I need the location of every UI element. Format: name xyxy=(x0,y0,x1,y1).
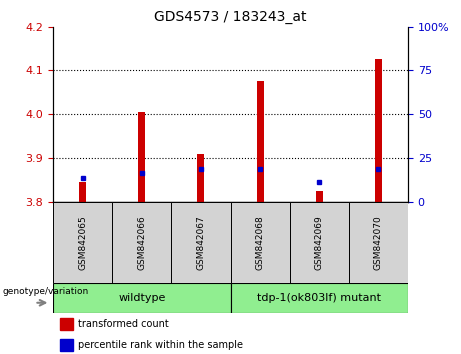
Bar xyxy=(60,338,72,351)
Text: genotype/variation: genotype/variation xyxy=(3,287,89,296)
Bar xyxy=(138,112,145,202)
Text: percentile rank within the sample: percentile rank within the sample xyxy=(78,339,243,350)
Bar xyxy=(197,154,205,202)
Bar xyxy=(171,202,230,283)
Bar xyxy=(316,191,323,202)
Text: GSM842066: GSM842066 xyxy=(137,215,146,270)
Bar xyxy=(290,202,349,283)
Text: GSM842068: GSM842068 xyxy=(255,215,265,270)
Title: GDS4573 / 183243_at: GDS4573 / 183243_at xyxy=(154,10,307,24)
Bar xyxy=(53,283,230,313)
Bar xyxy=(375,59,382,202)
Bar xyxy=(60,318,72,330)
Bar xyxy=(53,202,112,283)
Bar xyxy=(230,283,408,313)
Bar xyxy=(349,202,408,283)
Text: wildtype: wildtype xyxy=(118,293,165,303)
Bar xyxy=(256,81,264,202)
Text: tdp-1(ok803lf) mutant: tdp-1(ok803lf) mutant xyxy=(257,293,381,303)
Bar xyxy=(112,202,171,283)
Bar xyxy=(79,182,86,202)
Text: GSM842065: GSM842065 xyxy=(78,215,87,270)
Text: GSM842069: GSM842069 xyxy=(315,215,324,270)
Bar xyxy=(230,202,290,283)
Text: transformed count: transformed count xyxy=(78,319,169,329)
Text: GSM842067: GSM842067 xyxy=(196,215,206,270)
Text: GSM842070: GSM842070 xyxy=(374,215,383,270)
